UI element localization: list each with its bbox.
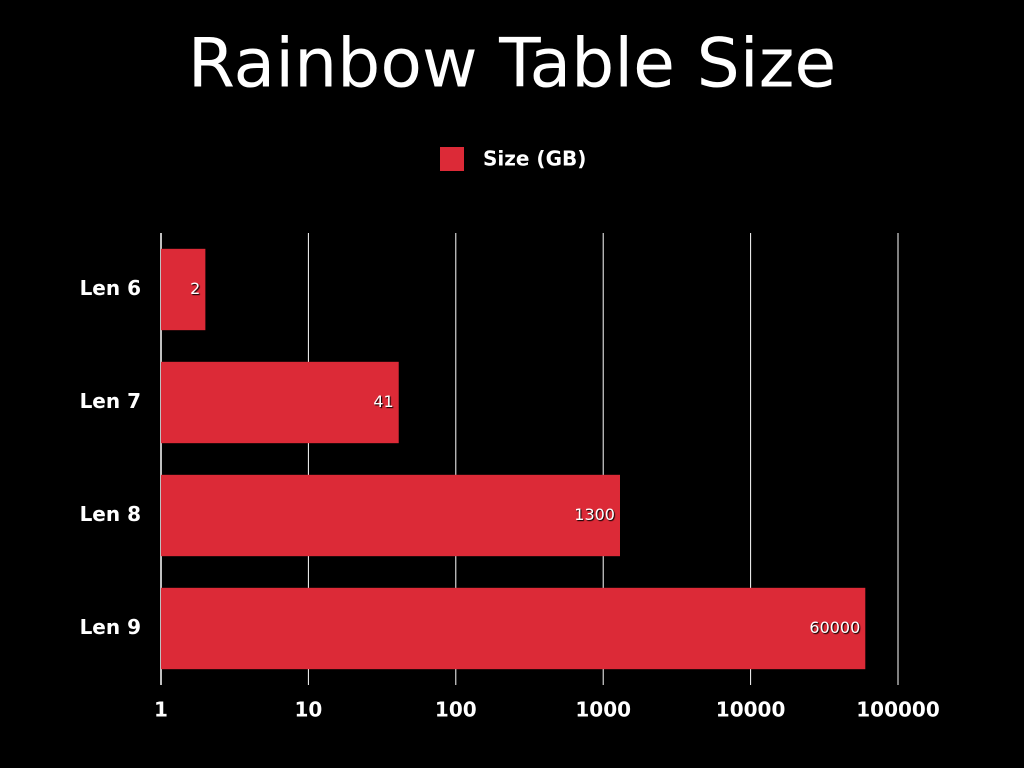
legend-swatch [440,147,464,171]
bar [161,587,866,670]
y-tick-label: Len 8 [80,502,141,526]
x-tick-label: 100 [435,698,477,722]
x-tick-label: 1000 [575,698,631,722]
value-label: 41 [373,392,393,411]
bar [161,361,399,444]
value-label: 1300 [574,505,615,524]
chart-title: Rainbow Table Size [188,25,836,104]
y-tick-label: Len 9 [80,615,141,639]
bar [161,248,206,331]
value-label: 60000 [809,618,860,637]
x-tick-label: 100000 [856,698,940,722]
bar [161,474,620,557]
y-tick-label: Len 6 [80,276,141,300]
x-tick-label: 10000 [716,698,786,722]
y-tick-label: Len 7 [80,389,141,413]
x-tick-label: 1 [154,698,168,722]
value-label: 2 [190,279,200,298]
legend-label: Size (GB) [483,147,586,171]
x-tick-label: 10 [294,698,322,722]
